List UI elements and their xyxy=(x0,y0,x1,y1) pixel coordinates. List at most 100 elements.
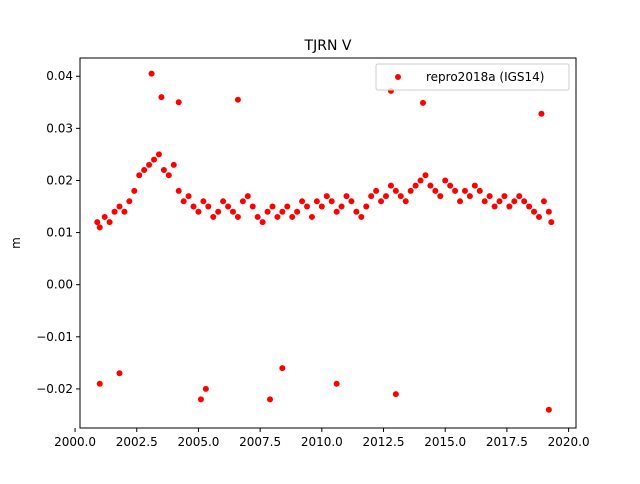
data-point xyxy=(521,198,528,205)
data-point xyxy=(338,203,345,210)
data-point xyxy=(397,193,404,200)
data-point xyxy=(343,193,350,200)
data-point xyxy=(526,203,533,210)
data-point xyxy=(353,208,360,215)
data-point xyxy=(284,203,291,210)
data-point xyxy=(318,203,325,210)
data-point xyxy=(170,161,177,168)
data-point xyxy=(234,213,241,220)
data-point xyxy=(148,70,155,77)
data-point xyxy=(180,198,187,205)
data-point xyxy=(116,203,123,210)
data-point xyxy=(264,208,271,215)
data-point xyxy=(402,198,409,205)
data-point xyxy=(279,365,286,372)
data-point xyxy=(511,198,518,205)
data-point xyxy=(461,187,468,194)
data-point xyxy=(422,172,429,179)
data-point xyxy=(437,193,444,200)
x-tick-label: 2010.0 xyxy=(301,435,343,449)
data-point xyxy=(185,193,192,200)
data-point xyxy=(506,203,513,210)
plot-frame xyxy=(79,57,577,429)
data-point xyxy=(486,193,493,200)
data-point xyxy=(382,193,389,200)
data-point xyxy=(417,177,424,184)
y-tick-label: 0.02 xyxy=(46,173,73,187)
x-tick-label: 2005.0 xyxy=(177,435,219,449)
data-point xyxy=(466,193,473,200)
data-point xyxy=(230,208,236,215)
data-point xyxy=(190,203,197,210)
data-point xyxy=(378,198,385,205)
data-point xyxy=(333,208,340,215)
y-tick-label: −0.01 xyxy=(36,330,73,344)
data-point xyxy=(308,213,315,220)
data-point xyxy=(111,208,118,215)
data-point xyxy=(101,213,108,220)
data-point xyxy=(131,187,138,194)
data-point xyxy=(452,187,459,194)
data-point xyxy=(328,198,335,205)
data-point xyxy=(289,213,296,220)
data-point xyxy=(220,198,227,205)
data-point xyxy=(420,99,426,106)
data-point xyxy=(160,167,167,174)
data-point xyxy=(457,198,464,205)
data-point xyxy=(146,161,153,168)
data-point xyxy=(141,167,148,174)
data-point xyxy=(116,370,123,377)
data-point xyxy=(274,213,281,220)
data-point xyxy=(348,198,355,205)
data-point xyxy=(96,224,103,231)
y-tick-label: 0.01 xyxy=(46,226,73,240)
y-axis-label: m xyxy=(9,237,23,249)
data-point xyxy=(476,187,483,194)
data-point xyxy=(432,187,439,194)
data-point xyxy=(210,213,217,220)
y-axis: −0.02 −0.01 0.00 0.01 0.02 0.03 0.04 xyxy=(36,69,80,396)
data-point xyxy=(239,198,246,205)
data-point xyxy=(165,172,172,179)
y-tick-label: 0.04 xyxy=(46,69,73,83)
data-point xyxy=(540,198,547,205)
data-point xyxy=(197,396,204,403)
data-point xyxy=(202,385,209,392)
data-point xyxy=(96,380,103,387)
x-tick-label: 2015.0 xyxy=(424,435,466,449)
data-point xyxy=(158,94,165,101)
data-point xyxy=(407,187,414,194)
data-point xyxy=(126,198,133,205)
data-point xyxy=(491,203,498,210)
legend: repro2018a (IGS14) xyxy=(375,63,570,91)
data-point xyxy=(447,182,454,189)
x-tick-label: 2012.5 xyxy=(363,435,405,449)
data-point xyxy=(249,203,256,210)
data-point xyxy=(269,203,276,210)
data-point xyxy=(244,193,251,200)
data-point xyxy=(94,219,101,226)
data-point xyxy=(136,172,143,179)
data-point xyxy=(106,219,113,226)
data-point xyxy=(535,213,542,220)
data-point xyxy=(412,182,419,189)
chart-title: TJRN V xyxy=(304,38,352,54)
x-tick-label: 2020.0 xyxy=(548,435,590,449)
data-point xyxy=(151,156,158,163)
data-point xyxy=(267,396,274,403)
data-point xyxy=(392,187,399,194)
data-point xyxy=(259,219,266,226)
data-point xyxy=(155,151,162,158)
y-tick-label: −0.02 xyxy=(36,382,73,396)
data-point xyxy=(304,203,311,210)
data-point xyxy=(531,208,538,215)
data-point xyxy=(442,177,449,184)
data-point xyxy=(121,208,128,215)
y-tick-label: 0.00 xyxy=(46,278,73,292)
data-point xyxy=(538,110,545,117)
y-tick-label: 0.03 xyxy=(46,121,73,135)
data-point xyxy=(175,187,182,194)
legend-label: repro2018a (IGS14) xyxy=(426,70,544,84)
data-point xyxy=(363,203,370,210)
